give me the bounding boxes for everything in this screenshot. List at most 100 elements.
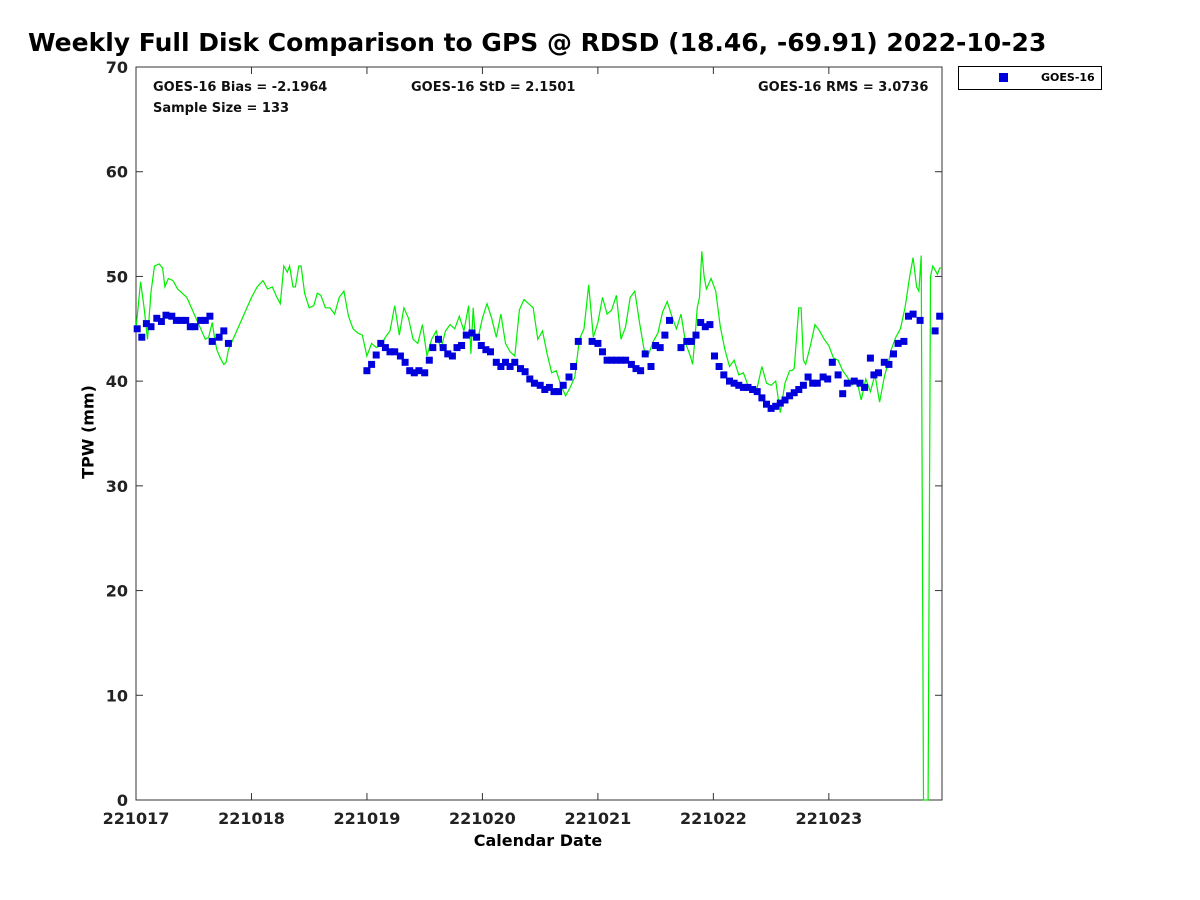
goes16-point: [162, 311, 170, 319]
goes16-point: [795, 386, 803, 393]
x-axis-label: Calendar Date: [473, 831, 603, 850]
goes16-point: [730, 379, 738, 387]
goes16-point: [435, 335, 442, 343]
legend-marker-square: [999, 73, 1008, 82]
goes16-point: [861, 383, 869, 391]
goes16-point: [415, 367, 423, 375]
goes16-point: [391, 348, 399, 356]
goes16-point: [168, 312, 176, 320]
goes16-point: [530, 379, 538, 387]
goes16-point: [617, 356, 625, 364]
goes16-point: [683, 337, 691, 345]
goes16-point: [726, 377, 733, 385]
goes16-point: [201, 316, 209, 324]
goes16-point: [824, 375, 832, 383]
goes16-point: [715, 363, 723, 370]
goes16-point: [776, 399, 784, 407]
goes16-point: [406, 367, 414, 375]
goes16-point: [182, 316, 190, 324]
goes16-point: [632, 365, 640, 373]
goes16-point: [697, 319, 705, 326]
goes16-point: [666, 316, 673, 324]
goes16-point: [834, 371, 842, 379]
goes16-point: [819, 373, 827, 381]
goes16-point: [172, 316, 180, 324]
chart-title: Weekly Full Disk Comparison to GPS @ RDS…: [28, 28, 1047, 57]
legend: GOES-16: [958, 66, 1102, 90]
y-tick-label: 40: [106, 372, 128, 391]
goes16-point: [425, 356, 433, 364]
goes16-point: [153, 314, 161, 322]
goes16-point: [458, 342, 466, 349]
goes16-point: [197, 316, 205, 324]
goes16-point: [758, 394, 766, 402]
goes16-point: [444, 350, 452, 358]
goes16-point: [477, 342, 485, 349]
goes16-point: [599, 348, 606, 356]
goes16-point: [363, 367, 371, 375]
goes16-point: [208, 337, 216, 345]
x-tick-label: 221020: [449, 809, 516, 828]
y-tick-label: 20: [106, 582, 128, 601]
goes16-points-layer: [133, 310, 944, 412]
goes16-point: [720, 371, 728, 379]
goes16-point: [521, 368, 529, 376]
goes16-point: [603, 356, 611, 364]
goes16-point: [372, 351, 380, 359]
goes16-point: [594, 339, 602, 347]
goes16-point: [744, 383, 752, 391]
gps-tpw-line: [135, 251, 942, 801]
goes16-point: [429, 344, 437, 352]
goes16-point: [828, 358, 836, 366]
goes16-point: [656, 344, 664, 352]
x-tick-label: 221017: [103, 809, 170, 828]
x-tick-label: 221022: [680, 809, 747, 828]
goes16-point: [526, 375, 534, 383]
goes16-point: [497, 363, 505, 370]
goes16-point: [813, 379, 821, 387]
y-axis: 0 10 20 30 40 50 60 70: [106, 58, 942, 810]
goes16-point: [856, 379, 864, 387]
std-stat: GOES-16 StD = 2.1501: [411, 80, 576, 95]
goes16-point: [763, 400, 770, 408]
goes16-point: [652, 342, 660, 349]
x-tick-label: 221018: [218, 809, 285, 828]
goes16-point: [804, 373, 812, 381]
plot-frame: [135, 66, 943, 801]
goes16-point: [790, 389, 798, 397]
goes16-point: [574, 337, 582, 345]
goes16-point: [677, 344, 685, 352]
goes16-point: [502, 358, 509, 366]
goes16-point: [627, 360, 635, 368]
goes16-point: [565, 373, 573, 381]
sample-size-stat: Sample Size = 133: [153, 101, 290, 116]
goes16-point: [692, 331, 700, 339]
goes16-point: [781, 396, 789, 404]
goes16-point: [377, 339, 385, 347]
y-tick-label: 50: [106, 267, 128, 286]
x-tick-label: 221021: [564, 809, 631, 828]
goes16-point: [133, 325, 141, 333]
goes16-point: [536, 381, 544, 389]
goes16-point: [622, 356, 630, 364]
goes16-point: [186, 323, 194, 331]
goes16-point: [421, 369, 429, 377]
goes16-point: [870, 371, 878, 379]
goes16-point: [608, 356, 616, 364]
goes16-point: [900, 337, 908, 345]
goes16-point: [517, 365, 524, 373]
goes16-point: [487, 348, 494, 356]
y-tick-label: 30: [106, 477, 128, 496]
goes16-point: [637, 367, 645, 375]
goes16-point: [880, 358, 888, 366]
goes16-point: [157, 318, 165, 325]
goes16-point: [492, 358, 500, 366]
goes16-point: [220, 327, 228, 335]
goes16-point: [772, 402, 780, 410]
goes16-point: [506, 363, 514, 370]
legend-label: GOES-16: [1041, 71, 1095, 84]
goes16-point: [588, 337, 596, 345]
goes16-point: [147, 323, 155, 331]
goes16-point: [462, 331, 470, 339]
goes16-point: [905, 312, 912, 320]
